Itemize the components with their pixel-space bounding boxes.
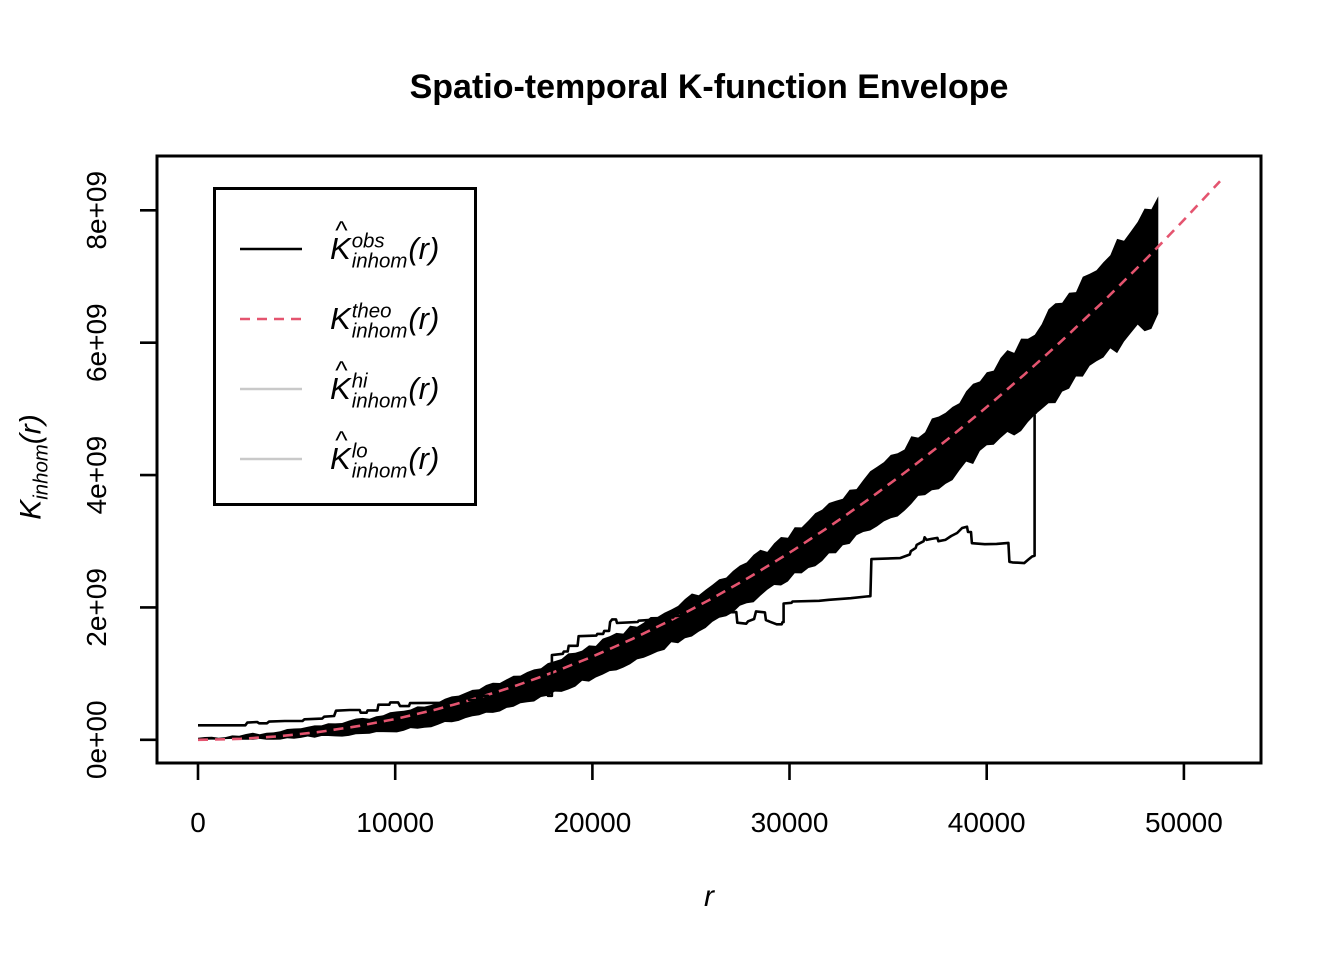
x-axis-title: r bbox=[704, 880, 714, 913]
theo-curve bbox=[197, 180, 1221, 742]
plot-box bbox=[155, 154, 1263, 765]
y-axis-title-base: K bbox=[14, 499, 48, 520]
y-tick-label: 8e+09 bbox=[81, 171, 112, 250]
legend-line-theo bbox=[240, 317, 302, 321]
hat-icon: ^ bbox=[335, 215, 348, 246]
x-tick-label: 50000 bbox=[1145, 807, 1223, 838]
x-tick-label: 10000 bbox=[356, 807, 434, 838]
hat-icon: ^ bbox=[335, 425, 348, 456]
y-axis-title-sub: inhom bbox=[30, 444, 53, 500]
y-tick-label: 4e+09 bbox=[81, 436, 112, 515]
x-tick-label: 40000 bbox=[948, 807, 1026, 838]
envelope-band bbox=[198, 196, 1159, 740]
obs-curve bbox=[198, 411, 1038, 727]
y-tick-label: 2e+09 bbox=[81, 568, 112, 647]
y-tick-label: 0e+00 bbox=[81, 700, 112, 779]
x-tick-label: 30000 bbox=[751, 807, 829, 838]
legend-line-obs bbox=[240, 247, 302, 251]
y-tick-label: 6e+09 bbox=[81, 303, 112, 382]
legend-line-lo bbox=[240, 457, 302, 461]
x-tick-label: 20000 bbox=[553, 807, 631, 838]
x-tick-label: 0 bbox=[190, 807, 206, 838]
legend-line-hi bbox=[240, 387, 302, 391]
chart-title: Spatio-temporal K-function Envelope bbox=[409, 68, 1009, 106]
y-axis-title: Kinhom(r) bbox=[15, 414, 54, 520]
hat-icon: ^ bbox=[335, 355, 348, 386]
y-axis-title-arg: (r) bbox=[14, 414, 48, 445]
